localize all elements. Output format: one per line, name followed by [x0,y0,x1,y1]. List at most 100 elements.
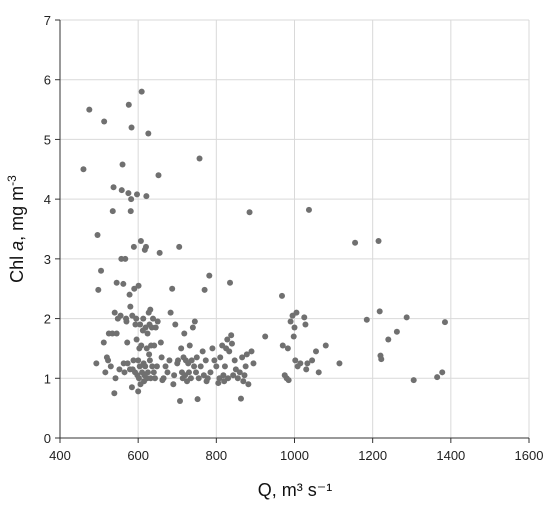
data-point [237,395,244,402]
data-point [133,315,140,322]
data-point [305,206,312,213]
data-point [109,330,116,337]
data-point [95,286,102,293]
data-point [303,366,310,373]
data-point [119,161,126,168]
data-point [135,388,142,395]
data-point [175,357,182,364]
data-point [236,369,243,376]
data-point [110,184,117,191]
data-point [121,369,128,376]
data-point [242,363,249,370]
y-tick-label: 6 [44,73,51,88]
x-tick-label: 600 [127,448,149,463]
data-point [107,363,114,370]
data-point [101,118,108,125]
data-point [151,375,158,382]
data-point [80,166,87,173]
data-point [164,369,171,376]
x-tick-label: 1600 [515,448,544,463]
data-point [195,375,202,382]
data-points [80,88,448,404]
data-point [376,308,383,315]
data-point [226,348,233,355]
data-point [143,193,150,200]
y-axis-title-unit: , mg m [7,186,27,241]
data-point [128,384,135,391]
data-point [441,319,448,326]
data-point [153,363,160,370]
data-point [231,357,238,364]
data-point [227,279,234,286]
y-tick-label: 4 [44,192,51,207]
data-point [126,291,133,298]
data-point [144,330,151,337]
data-point [287,318,294,325]
data-point [304,360,311,367]
data-point [117,312,124,319]
data-point [297,360,304,367]
data-point [131,285,138,292]
data-point [152,324,159,331]
data-point [133,336,140,343]
data-point [234,375,241,382]
x-tick-label: 1400 [436,448,465,463]
data-point [220,372,227,379]
data-point [186,342,193,349]
data-point [130,243,137,250]
data-point [105,357,112,364]
data-point [102,369,109,376]
data-point [160,375,167,382]
data-point [98,267,105,274]
data-point [194,396,201,403]
data-point [292,357,299,364]
data-point [204,375,211,382]
data-point [211,357,218,364]
data-point [94,231,101,238]
data-point [162,363,169,370]
data-point [278,292,285,299]
y-axis-title-italic: a [7,241,27,251]
data-point [199,348,206,355]
data-point [113,330,120,337]
data-point [301,314,308,321]
data-point [151,342,158,349]
data-point [322,342,329,349]
data-point [150,369,157,376]
y-tick-labels: 0 1 2 3 4 5 6 7 [44,13,51,446]
data-point [352,239,359,246]
data-point [142,243,149,250]
data-point [250,360,257,367]
data-point [146,357,153,364]
data-point [132,321,139,328]
data-point [243,351,250,358]
y-axis-title: Chl a, mg m-3 [5,175,27,283]
data-point [111,309,118,316]
data-point [209,345,216,352]
data-point [385,336,392,343]
data-point [248,348,255,355]
data-point [171,372,178,379]
data-point [188,357,195,364]
data-point [133,191,140,198]
y-axis-title-prefix: Chl [7,251,27,283]
y-axis-title-superscript: -3 [5,175,19,186]
data-point [100,339,107,346]
data-point [245,381,252,388]
data-point [285,377,292,384]
data-point [143,345,150,352]
data-point [138,342,145,349]
data-point [206,272,213,279]
data-point [146,351,153,358]
axes [55,19,530,443]
data-point [217,354,224,361]
data-point [378,356,385,363]
data-point [147,375,154,382]
y-tick-label: 7 [44,13,51,28]
data-point [439,369,446,376]
data-point [135,282,142,289]
data-point [213,363,220,370]
data-point [120,280,127,287]
data-point [111,390,118,397]
